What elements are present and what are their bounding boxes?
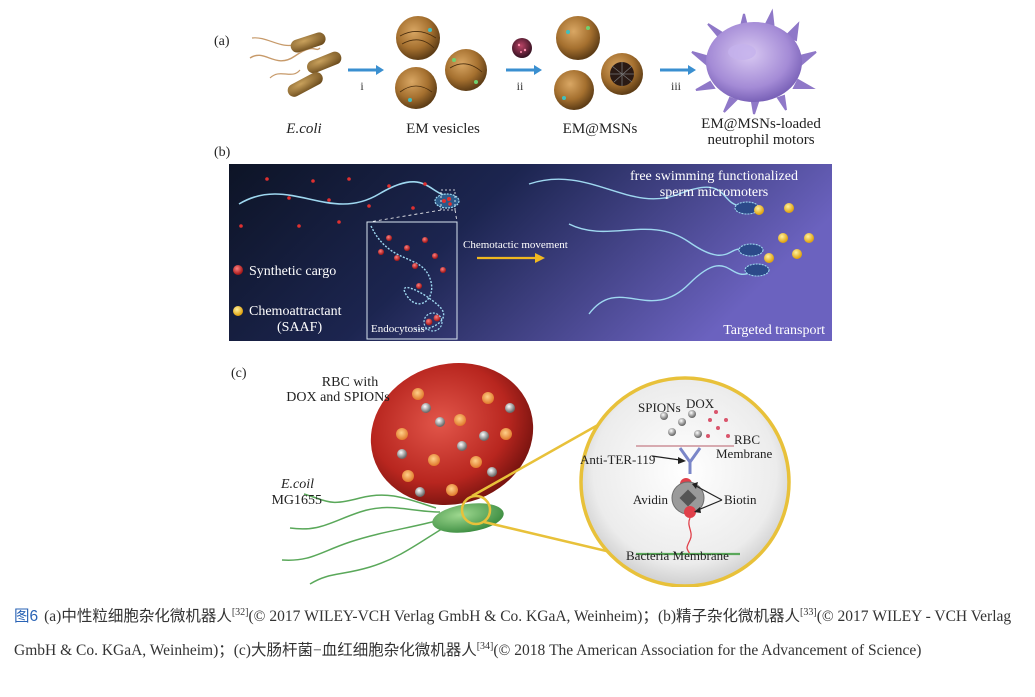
ecoil-label-line1: E.coil — [280, 477, 314, 492]
em-vesicles-caption: EM vesicles — [406, 121, 480, 137]
em-msns-icon — [554, 16, 643, 110]
synthetic-cargo-marker — [233, 265, 243, 275]
caption-part-b2: (© 2017 WILEY - VCH Verlag GmbH & Co. KG… — [14, 608, 1012, 660]
arrow-step-i — [348, 65, 384, 75]
panel-b-label: (b) — [214, 145, 231, 160]
ecoli-caption: E.coli — [286, 121, 322, 137]
sperm-swimmers — [528, 178, 752, 315]
em-vesicles-icon — [395, 16, 487, 109]
motors-caption-line2: neutrophil motors — [707, 132, 815, 148]
dox-label: DOX — [686, 396, 715, 411]
ecoli-mg1655-icon — [281, 493, 504, 585]
caption-part-a2: (© 2017 WILEY-VCH Verlag GmbH & Co. KGaA… — [248, 608, 801, 626]
bacteria-membrane-label: Bacteria Membrane — [626, 548, 729, 563]
chemoattractant-label-line2: (SAAF) — [277, 320, 322, 335]
figure-caption: 图6 (a)中性粒细胞杂化微机器人[32](© 2017 WILEY-VCH Ve… — [14, 598, 1026, 666]
panel-a-label: (a) — [214, 34, 230, 49]
step-iii-label: iii — [671, 79, 682, 93]
targeted-transport-label: Targeted transport — [723, 323, 825, 338]
step-ii-label: ii — [517, 79, 524, 93]
endocytosis-inset — [366, 221, 458, 340]
ecoil-label-line2: MG1655 — [271, 493, 322, 508]
caption-part-c2: (© 2018 The American Association for the… — [493, 642, 922, 660]
chemotactic-label: Chemotactic movement — [463, 239, 568, 251]
figure-number: 图6 — [14, 608, 39, 626]
panel-b-title-line2: sperm micromoters — [660, 185, 768, 200]
chemoattractant-dots — [754, 203, 814, 263]
motors-caption-line1: EM@MSNs-loaded — [701, 116, 821, 132]
cargo-dots — [239, 177, 427, 228]
ecoli-bacteria-icon — [249, 32, 342, 97]
panel-c-illustration: RBC with DOX and SPIONs E.coil MG1655 SP… — [271, 363, 791, 587]
chemoattractant-label-line1: Chemoattractant — [249, 304, 342, 319]
panel-c-label: (c) — [231, 366, 247, 381]
endocytosis-label: Endocytosis — [371, 323, 425, 335]
rbc-membrane-label-line2: Membrane — [716, 446, 773, 461]
step-i-label: i — [360, 79, 364, 93]
avidin-label: Avidin — [633, 492, 669, 507]
em-msns-caption: EM@MSNs — [562, 121, 638, 137]
chemoattractant-marker — [233, 306, 243, 316]
rbc-label-line1: RBC with — [322, 375, 378, 390]
caption-ref-a: [32] — [231, 607, 249, 618]
rbc-label-line2: DOX and SPIONs — [286, 390, 389, 405]
caption-part-a: (a)中性粒细胞杂化微机器人 — [44, 608, 232, 626]
spions-label: SPIONs — [638, 400, 681, 415]
anti-ter-label: Anti-TER-119 — [580, 452, 655, 467]
caption-ref-c: [34] — [476, 641, 494, 653]
biotin-label: Biotin — [724, 492, 757, 507]
synthetic-cargo-label: Synthetic cargo — [249, 264, 336, 279]
rbc-cell-icon — [370, 363, 534, 505]
arrow-step-ii — [506, 65, 542, 75]
motors-caption: EM@MSNs-loaded neutrophil motors — [676, 116, 846, 148]
caption-ref-b: [33] — [800, 607, 817, 618]
panel-b-illustration: free swimming functionalized sperm micro… — [229, 164, 832, 341]
panel-a-illustration: i ii iii — [249, 8, 817, 115]
arrow-step-iii — [660, 65, 696, 75]
panel-b-image: free swimming functionalized sperm micro… — [229, 164, 832, 341]
zoom-highlight — [460, 494, 492, 526]
msn-particle-icon — [512, 38, 532, 58]
panel-b-title-line1: free swimming functionalized — [630, 169, 798, 184]
rbc-membrane-label-line1: RBC — [734, 432, 760, 447]
neutrophil-motor-icon — [691, 8, 817, 115]
